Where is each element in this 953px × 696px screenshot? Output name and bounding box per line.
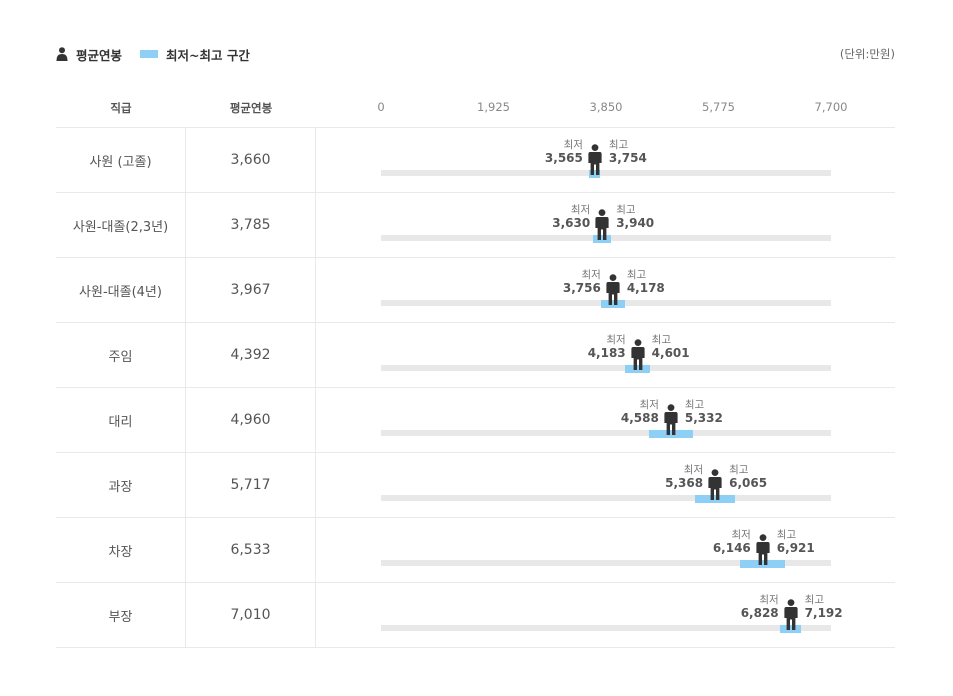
salary-range-bar: [593, 235, 612, 243]
salary-range-bar: [600, 300, 626, 308]
table-row: 사원 (고졸) 3,660 최저 3,565 최고 3,754: [56, 128, 895, 193]
avg-salary-cell: 3,660: [186, 128, 316, 192]
avg-person-marker-icon: [707, 469, 723, 501]
avg-salary-cell: 4,392: [186, 323, 316, 387]
header-rank: 직급: [110, 101, 132, 115]
max-label: 최고: [651, 334, 671, 346]
range-track: [381, 560, 831, 566]
avg-salary-cell: 6,533: [186, 518, 316, 582]
max-value: 3,940: [616, 216, 655, 230]
axis-tick-label: 0: [377, 100, 385, 114]
salary-range-bar: [780, 625, 802, 633]
max-label: 최고: [608, 139, 629, 151]
min-label: 최저: [759, 594, 779, 606]
header-avg: 평균연봉: [229, 101, 273, 115]
min-value: 3,756: [562, 281, 601, 295]
table-row: 대리 4,960 최저 4,588 최고 5,332: [56, 388, 895, 453]
max-value: 7,192: [804, 606, 843, 620]
rank-cell: 대리: [56, 388, 186, 452]
max-value: 5,332: [684, 411, 723, 425]
min-value: 6,828: [740, 606, 779, 620]
range-track: [381, 170, 831, 176]
range-track: [381, 495, 831, 501]
rank-cell: 주임: [56, 323, 186, 387]
rank-cell: 사원-대졸(2,3년): [56, 193, 186, 257]
table-row: 주임 4,392 최저 4,183 최고 4,601: [56, 323, 895, 388]
avg-salary-cell: 7,010: [186, 583, 316, 647]
max-label: 최고: [626, 269, 647, 281]
table-row: 차장 6,533 최저 6,146 최고 6,921: [56, 518, 895, 583]
max-label: 최고: [776, 529, 797, 541]
min-value: 4,588: [620, 411, 659, 425]
salary-range-bar: [694, 495, 736, 503]
avg-person-marker-icon: [630, 339, 646, 371]
min-label: 최저: [639, 399, 659, 411]
salary-table: 사원 (고졸) 3,660 최저 3,565 최고 3,754 사원-대졸(2,3년) 3,7…: [56, 127, 895, 648]
min-value: 3,565: [544, 151, 583, 165]
max-label: 최고: [616, 204, 636, 216]
person-icon: [56, 47, 68, 61]
avg-salary-cell: 5,717: [186, 453, 316, 517]
rank-cell: 과장: [56, 453, 186, 517]
range-swatch: [140, 50, 159, 58]
avg-person-marker-icon: [783, 599, 799, 631]
rank-cell: 차장: [56, 518, 186, 582]
min-label: 최저: [683, 464, 704, 476]
max-value: 3,754: [608, 151, 647, 165]
range-track: [381, 625, 831, 631]
avg-person-marker-icon: [605, 274, 621, 306]
legend: 평균연봉 최저~최고 구간: [56, 46, 250, 63]
min-label: 최저: [731, 529, 751, 541]
rank-cell: 사원 (고졸): [56, 128, 186, 192]
max-value: 6,921: [776, 541, 815, 555]
avg-person-marker-icon: [755, 534, 771, 566]
salary-range-bar: [649, 430, 693, 438]
min-label: 최저: [563, 139, 583, 151]
max-value: 4,601: [651, 346, 690, 360]
max-label: 최고: [729, 464, 749, 476]
rank-cell: 부장: [56, 583, 186, 647]
axis-tick-label: 3,850: [589, 100, 623, 114]
axis-tick-label: 5,775: [702, 100, 735, 114]
salary-range-bar: [740, 560, 786, 568]
min-label: 최저: [581, 269, 601, 281]
avg-salary-cell: 3,785: [186, 193, 316, 257]
legend-range-label: 최저~최고 구간: [166, 47, 250, 63]
avg-person-marker-icon: [594, 209, 610, 241]
min-value: 4,183: [587, 346, 626, 360]
unit-label: (단위:만원): [839, 47, 895, 61]
axis-tick-label: 1,925: [477, 100, 510, 114]
min-value: 3,630: [552, 216, 591, 230]
max-label: 최고: [804, 594, 824, 606]
table-row: 과장 5,717 최저 5,368 최고 6,065: [56, 453, 895, 518]
range-track: [381, 430, 831, 436]
avg-person-marker-icon: [587, 144, 603, 176]
table-row: 사원-대졸(2,3년) 3,785 최저 3,630 최고 3,940: [56, 193, 895, 258]
rank-cell: 사원-대졸(4년): [56, 258, 186, 322]
min-label: 최저: [606, 334, 626, 346]
avg-salary-cell: 3,967: [186, 258, 316, 322]
avg-salary-cell: 4,960: [186, 388, 316, 452]
max-value: 4,178: [626, 281, 665, 295]
table-row: 부장 7,010 최저 6,828 최고 7,192: [56, 583, 895, 648]
max-value: 6,065: [729, 476, 768, 490]
avg-person-marker-icon: [663, 404, 679, 436]
range-track: [381, 365, 831, 371]
legend-avg-label: 평균연봉: [76, 47, 123, 63]
max-label: 최고: [684, 399, 705, 411]
axis-tick-label: 7,700: [814, 100, 848, 114]
min-value: 5,368: [665, 476, 704, 490]
table-row: 사원-대졸(4년) 3,967 최저 3,756 최고 4,178: [56, 258, 895, 323]
salary-range-bar: [589, 170, 601, 178]
min-value: 6,146: [712, 541, 751, 555]
min-label: 최저: [570, 204, 591, 216]
salary-range-bar: [625, 365, 650, 373]
